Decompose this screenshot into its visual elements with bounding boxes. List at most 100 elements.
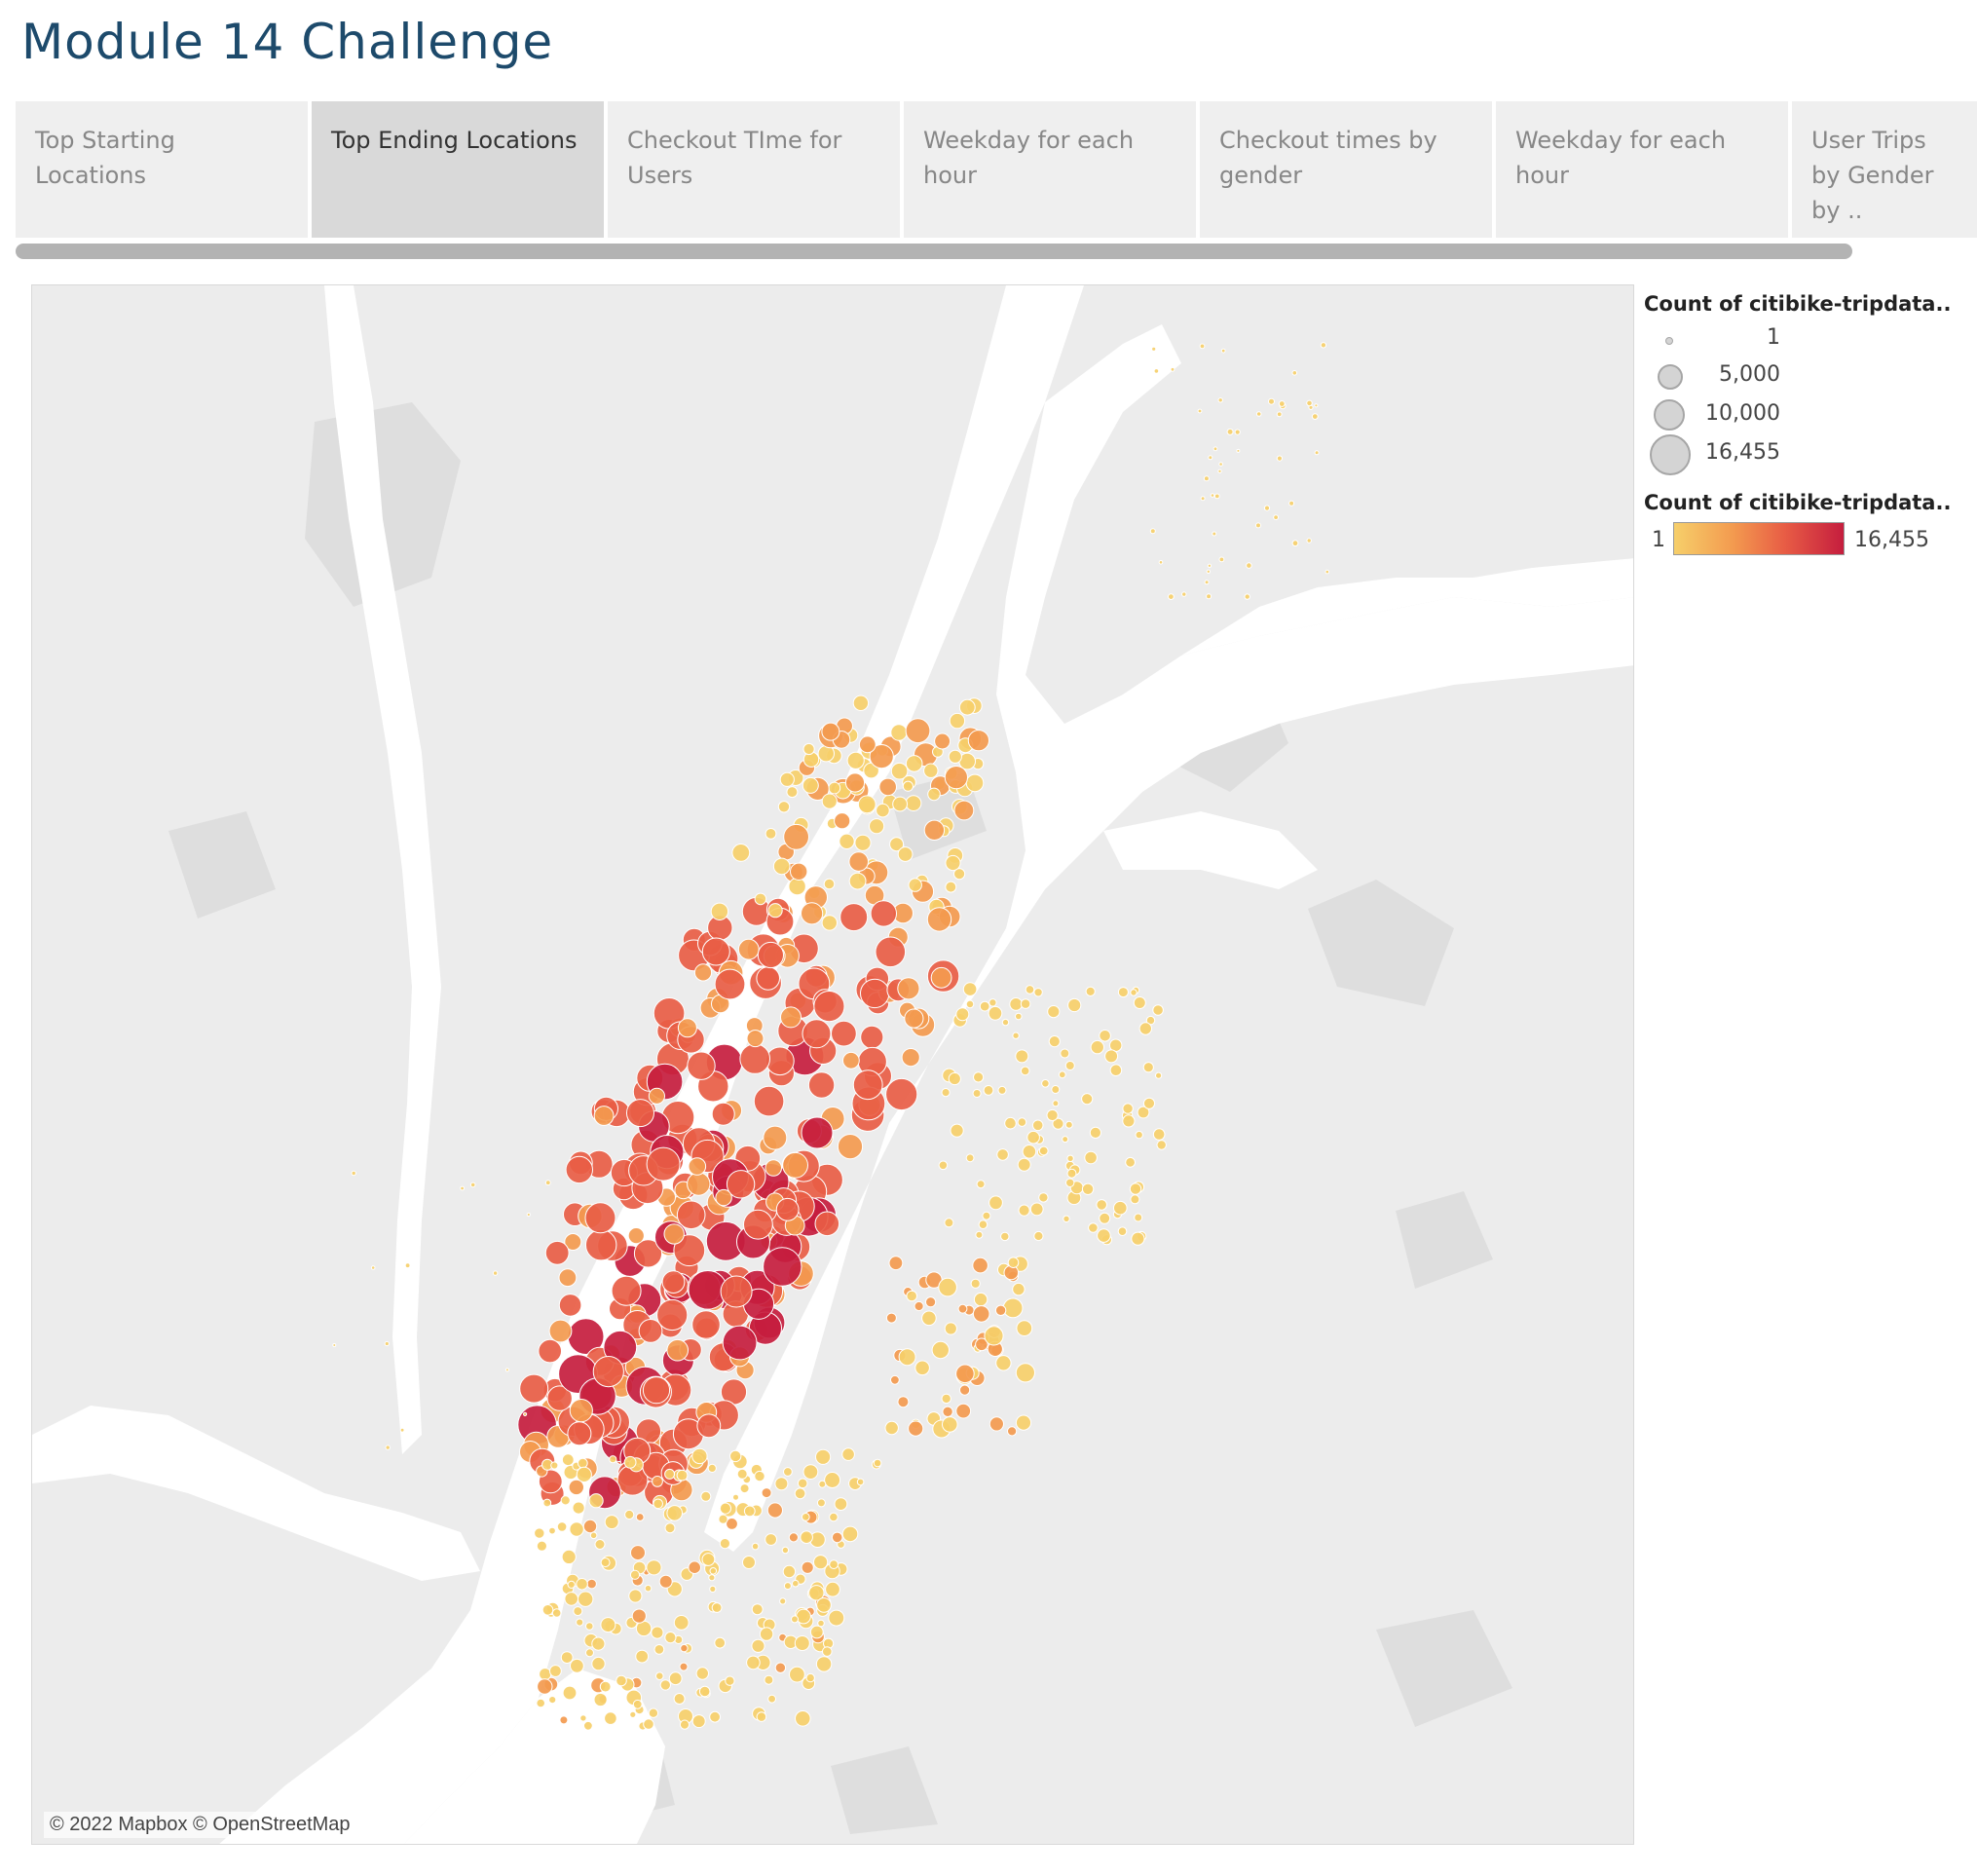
station-marker[interactable] — [801, 902, 824, 925]
station-marker[interactable] — [1306, 538, 1312, 544]
station-marker[interactable] — [816, 1498, 826, 1508]
station-marker[interactable] — [1064, 1120, 1073, 1129]
station-marker[interactable] — [548, 1696, 557, 1705]
station-marker[interactable] — [568, 1479, 584, 1496]
station-marker[interactable] — [857, 795, 877, 814]
station-marker[interactable] — [677, 1018, 697, 1038]
station-marker[interactable] — [931, 1340, 950, 1360]
tab-user-trips-by-gender[interactable]: User Trips by Gender by .. — [1792, 101, 1977, 238]
station-marker[interactable] — [559, 1715, 569, 1725]
station-marker[interactable] — [904, 1008, 924, 1029]
tab-checkout-times-by-gender[interactable]: Checkout times by gender — [1200, 101, 1492, 238]
station-marker[interactable] — [884, 1420, 899, 1436]
station-marker[interactable] — [1122, 1114, 1136, 1128]
station-marker[interactable] — [839, 903, 869, 932]
station-marker[interactable] — [905, 718, 931, 744]
station-marker[interactable] — [801, 1513, 810, 1521]
station-marker[interactable] — [823, 878, 836, 890]
station-marker[interactable] — [1017, 1157, 1031, 1172]
station-marker[interactable] — [809, 1625, 824, 1639]
station-marker[interactable] — [1268, 397, 1275, 405]
map-attribution[interactable]: © 2022 Mapbox © OpenStreetMap — [44, 1812, 356, 1838]
station-marker[interactable] — [1212, 446, 1218, 452]
station-marker[interactable] — [1133, 996, 1146, 1009]
station-marker[interactable] — [542, 1498, 552, 1508]
station-marker[interactable] — [1234, 429, 1241, 435]
station-marker[interactable] — [994, 1304, 1007, 1317]
station-marker[interactable] — [824, 1472, 841, 1488]
station-marker[interactable] — [1200, 496, 1206, 502]
station-marker[interactable] — [1064, 1061, 1075, 1070]
station-marker[interactable] — [800, 1530, 813, 1544]
station-marker[interactable] — [646, 1146, 681, 1182]
station-marker[interactable] — [688, 1157, 707, 1176]
station-marker[interactable] — [945, 881, 957, 893]
tab-checkout-time-for-users[interactable]: Checkout TIme for Users — [608, 101, 900, 238]
station-marker[interactable] — [536, 1540, 548, 1552]
station-marker[interactable] — [549, 1665, 562, 1677]
station-marker[interactable] — [955, 1007, 970, 1022]
station-marker[interactable] — [1276, 455, 1284, 462]
station-marker[interactable] — [1149, 528, 1156, 535]
station-marker[interactable] — [623, 1455, 637, 1469]
station-marker[interactable] — [1065, 1178, 1075, 1187]
station-marker[interactable] — [923, 819, 946, 841]
station-marker[interactable] — [680, 1643, 689, 1653]
map[interactable]: © 2022 Mapbox © OpenStreetMap — [31, 284, 1634, 1845]
station-marker[interactable] — [558, 1294, 582, 1317]
station-marker[interactable] — [538, 1338, 563, 1364]
station-marker[interactable] — [1038, 1192, 1049, 1203]
station-marker[interactable] — [983, 1085, 994, 1096]
station-marker[interactable] — [782, 1564, 797, 1579]
station-marker[interactable] — [584, 1202, 616, 1234]
station-marker[interactable] — [743, 1209, 773, 1240]
station-marker[interactable] — [1015, 1414, 1032, 1431]
station-marker[interactable] — [1033, 1230, 1044, 1242]
station-marker[interactable] — [561, 1453, 575, 1467]
station-marker[interactable] — [569, 1399, 593, 1423]
station-marker[interactable] — [816, 1597, 832, 1613]
station-marker[interactable] — [870, 900, 897, 927]
station-marker[interactable] — [1135, 1130, 1143, 1140]
station-marker[interactable] — [1089, 1126, 1102, 1140]
station-marker[interactable] — [718, 1514, 728, 1524]
station-marker[interactable] — [831, 1020, 857, 1047]
station-marker[interactable] — [561, 1549, 577, 1565]
station-marker[interactable] — [927, 787, 941, 802]
station-marker[interactable] — [959, 1384, 971, 1396]
station-marker[interactable] — [1026, 1130, 1040, 1144]
station-marker[interactable] — [1066, 1168, 1077, 1179]
station-marker[interactable] — [763, 1247, 802, 1287]
station-marker[interactable] — [567, 1421, 592, 1446]
station-marker[interactable] — [890, 724, 908, 741]
station-marker[interactable] — [941, 1088, 951, 1098]
station-marker[interactable] — [539, 1668, 552, 1681]
station-marker[interactable] — [1217, 469, 1222, 474]
station-marker[interactable] — [1052, 1117, 1064, 1130]
station-marker[interactable] — [537, 1678, 553, 1695]
station-marker[interactable] — [556, 1521, 568, 1532]
station-marker[interactable] — [720, 1275, 753, 1308]
station-marker[interactable] — [534, 1527, 545, 1539]
station-marker[interactable] — [818, 1480, 827, 1488]
station-marker[interactable] — [829, 1559, 839, 1569]
station-marker[interactable] — [743, 1505, 756, 1518]
station-marker[interactable] — [635, 1649, 650, 1664]
station-marker[interactable] — [842, 1051, 860, 1069]
station-marker[interactable] — [599, 1680, 612, 1693]
station-marker[interactable] — [384, 1340, 390, 1347]
station-marker[interactable] — [576, 1578, 588, 1591]
station-marker[interactable] — [679, 1662, 689, 1671]
station-marker[interactable] — [955, 1364, 975, 1384]
tab-top-starting-locations[interactable]: Top Starting Locations — [16, 101, 308, 238]
station-marker[interactable] — [944, 1218, 954, 1228]
station-marker[interactable] — [1213, 493, 1220, 500]
station-marker[interactable] — [751, 1638, 765, 1653]
station-marker[interactable] — [332, 1343, 337, 1347]
station-marker[interactable] — [766, 1502, 784, 1519]
station-marker[interactable] — [802, 1464, 819, 1480]
station-marker[interactable] — [1104, 1049, 1119, 1064]
station-marker[interactable] — [997, 1085, 1007, 1095]
station-marker[interactable] — [701, 937, 730, 966]
station-marker[interactable] — [914, 1300, 924, 1312]
